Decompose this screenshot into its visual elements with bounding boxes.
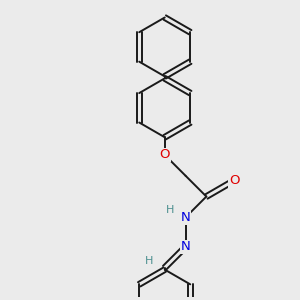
Text: N: N (181, 211, 190, 224)
Text: O: O (160, 148, 170, 161)
Text: H: H (145, 256, 153, 266)
Text: H: H (166, 206, 174, 215)
Text: N: N (181, 240, 190, 253)
Text: O: O (229, 174, 239, 187)
